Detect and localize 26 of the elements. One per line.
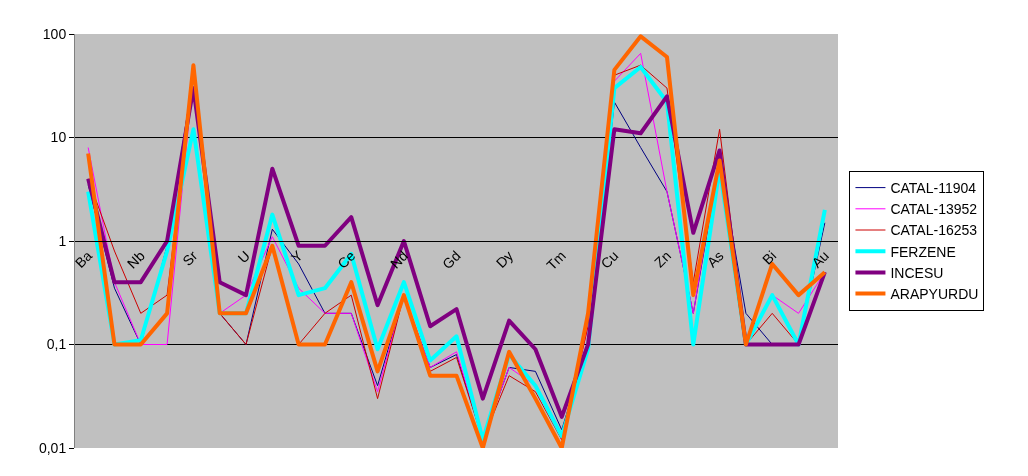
x-tick-label: Au [808,247,832,271]
y-tick-label: 0,1 [46,336,67,353]
legend-label: CATAL-13952 [890,201,978,218]
y-tick-label: 10 [50,129,67,146]
legend-label: INCESU [890,264,944,281]
x-tick-label: Zn [651,247,675,271]
x-tick-label: Dy [492,247,517,271]
legend-label: CATAL-11904 [890,180,977,197]
x-tick-label: Ce [334,247,359,272]
x-tick-label: Y [287,247,307,266]
y-tick-label: 1 [58,232,67,249]
x-tick-label: Gd [439,247,464,273]
legend-label: CATAL-16253 [890,222,978,239]
y-tick-label: 0,01 [38,439,67,456]
x-tick-label: Ba [71,247,96,271]
x-tick-label: Sr [179,247,201,269]
x-tick-label: Tm [543,247,569,274]
x-tick-label: Cu [597,247,622,272]
x-tick-label: Nb [123,247,148,272]
legend-label: ARAPYURDU [890,286,979,303]
x-tick-label: Bi [759,247,780,268]
y-tick-label: 100 [42,25,67,42]
x-tick-label: U [234,247,254,267]
legend-label: FERZENE [890,243,956,260]
x-tick-label: Nd [386,247,411,272]
x-tick-label: As [703,247,727,271]
